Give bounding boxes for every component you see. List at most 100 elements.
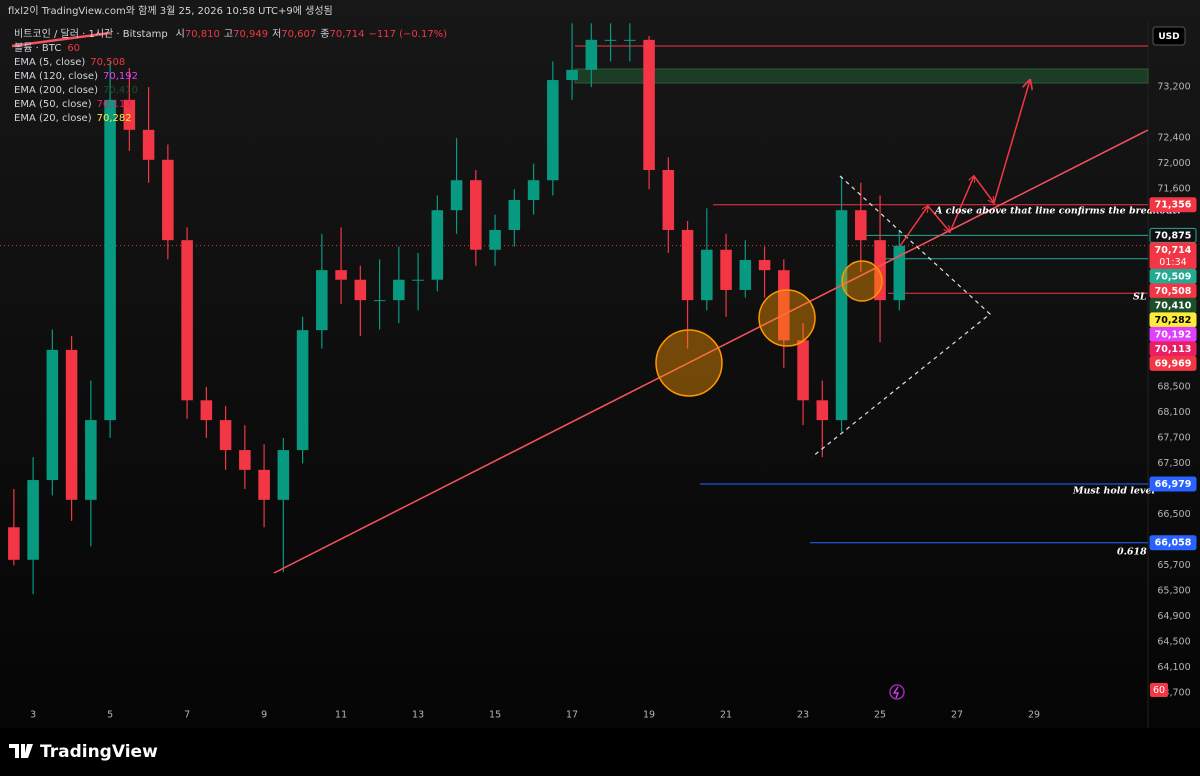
- candle-body: [258, 469, 270, 500]
- candle-body: [27, 480, 39, 560]
- ohlc-value: 70,810: [185, 29, 220, 40]
- indicator-name: EMA (120, close): [14, 71, 98, 82]
- y-tick-label: 65,700: [1157, 560, 1190, 571]
- candle-body: [720, 249, 732, 290]
- candle-body: [142, 129, 155, 160]
- y-tick-label: 72,000: [1157, 158, 1190, 169]
- annotation: Must hold level: [1072, 486, 1155, 497]
- indicator-badge-text: 70,282: [1155, 315, 1192, 326]
- price-level-badge: [1149, 535, 1197, 551]
- annotation: 0.618: [1117, 547, 1147, 558]
- x-tick-label: 21: [720, 710, 732, 721]
- candle-body: [46, 349, 59, 481]
- x-tick-label: 15: [489, 710, 501, 721]
- candle-body: [778, 270, 790, 341]
- ohlc-name: 저: [272, 28, 281, 40]
- ohlc-name: 시: [176, 28, 185, 40]
- ohlc-value: 70,714: [329, 29, 364, 40]
- indicator-badge-text: 70,508: [1155, 286, 1192, 297]
- indicator-value: 70,508: [90, 57, 125, 68]
- price-level-badge: [1149, 476, 1197, 492]
- candle-body: [643, 39, 655, 171]
- y-tick-label: 71,600: [1157, 184, 1190, 195]
- x-tick-label: 5: [107, 710, 113, 721]
- y-tick-label: 68,100: [1157, 407, 1190, 418]
- candle-body: [489, 229, 501, 250]
- y-tick-label: 64,500: [1157, 637, 1190, 648]
- y-tick-label: 67,700: [1157, 432, 1190, 443]
- indicator-badge-text: 70,192: [1155, 329, 1192, 340]
- candle-body: [739, 259, 752, 290]
- y-tick-label: 72,400: [1157, 133, 1190, 144]
- touch-circle: [758, 289, 816, 347]
- price-level-badge-text: 66,979: [1155, 479, 1192, 490]
- candles: [8, 23, 906, 595]
- price-level-badge-text: 71,356: [1155, 200, 1192, 211]
- candle-body: [219, 420, 232, 451]
- candle-body: [373, 300, 386, 302]
- event-icon[interactable]: [889, 684, 905, 700]
- footer-bar: [0, 728, 1200, 776]
- trendline: [273, 129, 1149, 574]
- brand-name: TradingView: [40, 742, 158, 762]
- candle-body: [874, 240, 886, 301]
- candle-body: [758, 259, 771, 271]
- legend-title-row: 비트코인 / 달러 · 1시간 · Bitstamp 시70,810 고70,949…: [14, 28, 447, 40]
- price-level-badge: [1149, 197, 1197, 213]
- candle-body: [8, 527, 20, 560]
- brand-logo: TradingView: [9, 742, 158, 762]
- candle-body: [104, 99, 116, 421]
- legend-indicator-row: EMA (50, close) 70,113: [14, 99, 132, 110]
- y-tick-label: 68,500: [1157, 381, 1190, 392]
- legend-volume-row: 볼륨 · BTC 60: [14, 42, 80, 54]
- indicator-value: 70,282: [97, 113, 132, 124]
- candle-body: [816, 400, 829, 421]
- currency-button[interactable]: [1152, 26, 1186, 46]
- candle-body: [296, 330, 309, 451]
- x-tick-label: 23: [797, 710, 809, 721]
- x-tick-label: 25: [874, 710, 886, 721]
- candle-body: [393, 279, 405, 301]
- candle-body: [123, 99, 136, 130]
- x-tick-label: 19: [643, 710, 655, 721]
- x-tick-label: 3: [30, 710, 36, 721]
- x-tick-label: 17: [566, 710, 578, 721]
- arrow-head: [899, 206, 928, 247]
- candle-body: [239, 450, 251, 470]
- legend-indicator-row: EMA (120, close) 70,192: [14, 71, 138, 82]
- candle-body: [893, 245, 906, 301]
- volume-badge-text: 60: [1153, 685, 1165, 696]
- ohlc-value: 70,607: [281, 29, 316, 40]
- indicator-name: EMA (50, close): [14, 99, 92, 110]
- candle-body: [855, 210, 867, 241]
- indicator-name: EMA (200, close): [14, 85, 98, 96]
- triangle-pattern: [811, 175, 991, 458]
- arrow-head: [949, 176, 974, 233]
- header-caption: flxl2이 TradingView.com와 함께 3월 25, 2026 1…: [8, 5, 333, 17]
- event-icon-bolt: [892, 686, 899, 699]
- x-tick-label: 13: [412, 710, 424, 721]
- candle-body: [200, 400, 213, 421]
- indicator-value: 70,410: [103, 85, 138, 96]
- indicator-badge-text: 70,410: [1155, 300, 1192, 311]
- candle-body: [335, 270, 347, 280]
- price-level-badge-text: 70,875: [1155, 230, 1192, 241]
- indicator-value: 70,192: [103, 71, 138, 82]
- y-tick-label: 73,200: [1157, 82, 1190, 93]
- y-tick-label: 63,700: [1157, 688, 1190, 699]
- supply-zone: [574, 68, 1149, 84]
- drawings: [0, 31, 1149, 544]
- candle-body: [412, 279, 424, 281]
- candle-body: [85, 420, 97, 500]
- volume-value: 60: [67, 43, 80, 54]
- legend-title: 비트코인 / 달러 · 1시간 · Bitstamp: [14, 28, 168, 40]
- last-price-badge-text: 70,714: [1155, 245, 1192, 256]
- candle-body: [701, 249, 713, 301]
- countdown: 01:34: [1159, 257, 1186, 268]
- candle-body: [527, 180, 540, 200]
- touch-circle: [655, 329, 723, 397]
- arrow-head: [927, 205, 950, 232]
- currency-label: USD: [1158, 32, 1179, 42]
